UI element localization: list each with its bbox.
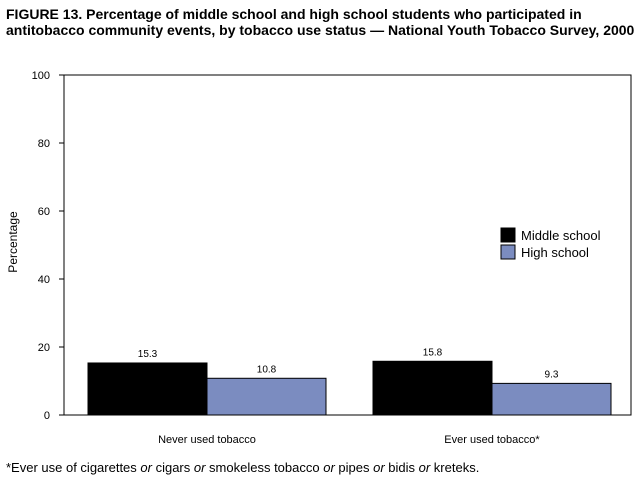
bar [87, 362, 208, 416]
footnote-italic-text: or [193, 460, 206, 475]
x-tick-label: Ever used tobacco* [444, 434, 540, 446]
footnote-italic-text: or [140, 460, 152, 475]
legend-entry: Middle school [521, 228, 601, 243]
footnote: *Ever use of cigarettes or cigars or smo… [6, 460, 479, 475]
footnote-italic-text: or [418, 460, 431, 475]
legend-swatch [500, 244, 516, 260]
y-axis-label: Percentage [6, 211, 20, 273]
footnote-text: bidis [384, 460, 419, 475]
bar [491, 382, 612, 416]
value-labels: 15.3 10.8 15.8 9.3 [138, 347, 559, 380]
footnote-text: cigars [151, 460, 194, 475]
footnote-italic-text: or [323, 460, 335, 475]
y-tick-label: 20 [38, 342, 50, 354]
bar [372, 360, 493, 416]
footnote-text: kreteks. [430, 460, 480, 475]
data-label: 10.8 [257, 364, 277, 375]
chart-title: FIGURE 13. Percentage of middle school a… [6, 6, 635, 38]
footnote-text: smokeless tobacco [205, 460, 324, 475]
axes [63, 74, 632, 416]
y-ticks: 0 20 40 60 80 100 [32, 70, 64, 422]
footnote-text: *Ever use of cigarettes [6, 460, 141, 475]
data-label: 9.3 [545, 369, 559, 380]
data-label: 15.8 [423, 347, 443, 358]
data-label: 15.3 [138, 349, 158, 360]
bars [87, 360, 612, 416]
category-labels: Never used tobacco Ever used tobacco* [158, 434, 540, 446]
plot-frame [63, 74, 632, 416]
bar-chart: 0 20 40 60 80 100 15.3 10.8 15.8 9.3 Never used … [6, 70, 632, 446]
legend-swatch [500, 227, 516, 243]
footnote-text: pipes [334, 460, 374, 475]
y-tick-label: 60 [38, 206, 50, 218]
legend: Middle school High school [500, 227, 601, 260]
y-tick-label: 100 [32, 70, 50, 82]
footnote-italic-text: or [373, 460, 385, 475]
legend-entry: High school [521, 245, 589, 260]
bar [206, 377, 327, 416]
x-tick-label: Never used tobacco [158, 434, 256, 446]
y-tick-label: 80 [38, 138, 50, 150]
y-tick-label: 0 [44, 410, 50, 422]
y-tick-label: 40 [38, 274, 50, 286]
